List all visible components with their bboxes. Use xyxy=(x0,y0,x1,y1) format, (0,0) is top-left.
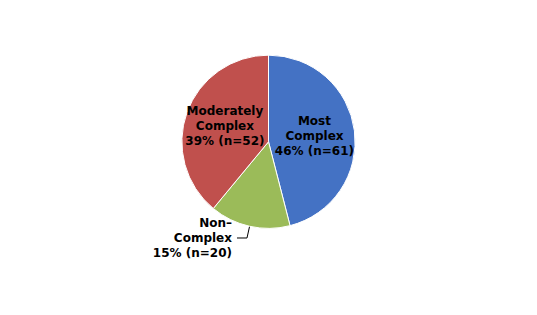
svg-text:Complex: Complex xyxy=(285,129,343,143)
svg-text:Most: Most xyxy=(298,114,331,128)
svg-text:Complex: Complex xyxy=(196,119,254,133)
svg-text:Non–: Non– xyxy=(199,216,232,230)
svg-text:Moderately: Moderately xyxy=(187,104,264,118)
svg-text:15% (n=20): 15% (n=20) xyxy=(153,246,232,260)
svg-text:39% (n=52): 39% (n=52) xyxy=(185,134,264,148)
svg-text:46% (n=61): 46% (n=61) xyxy=(275,144,354,158)
svg-text:Complex: Complex xyxy=(174,231,232,245)
